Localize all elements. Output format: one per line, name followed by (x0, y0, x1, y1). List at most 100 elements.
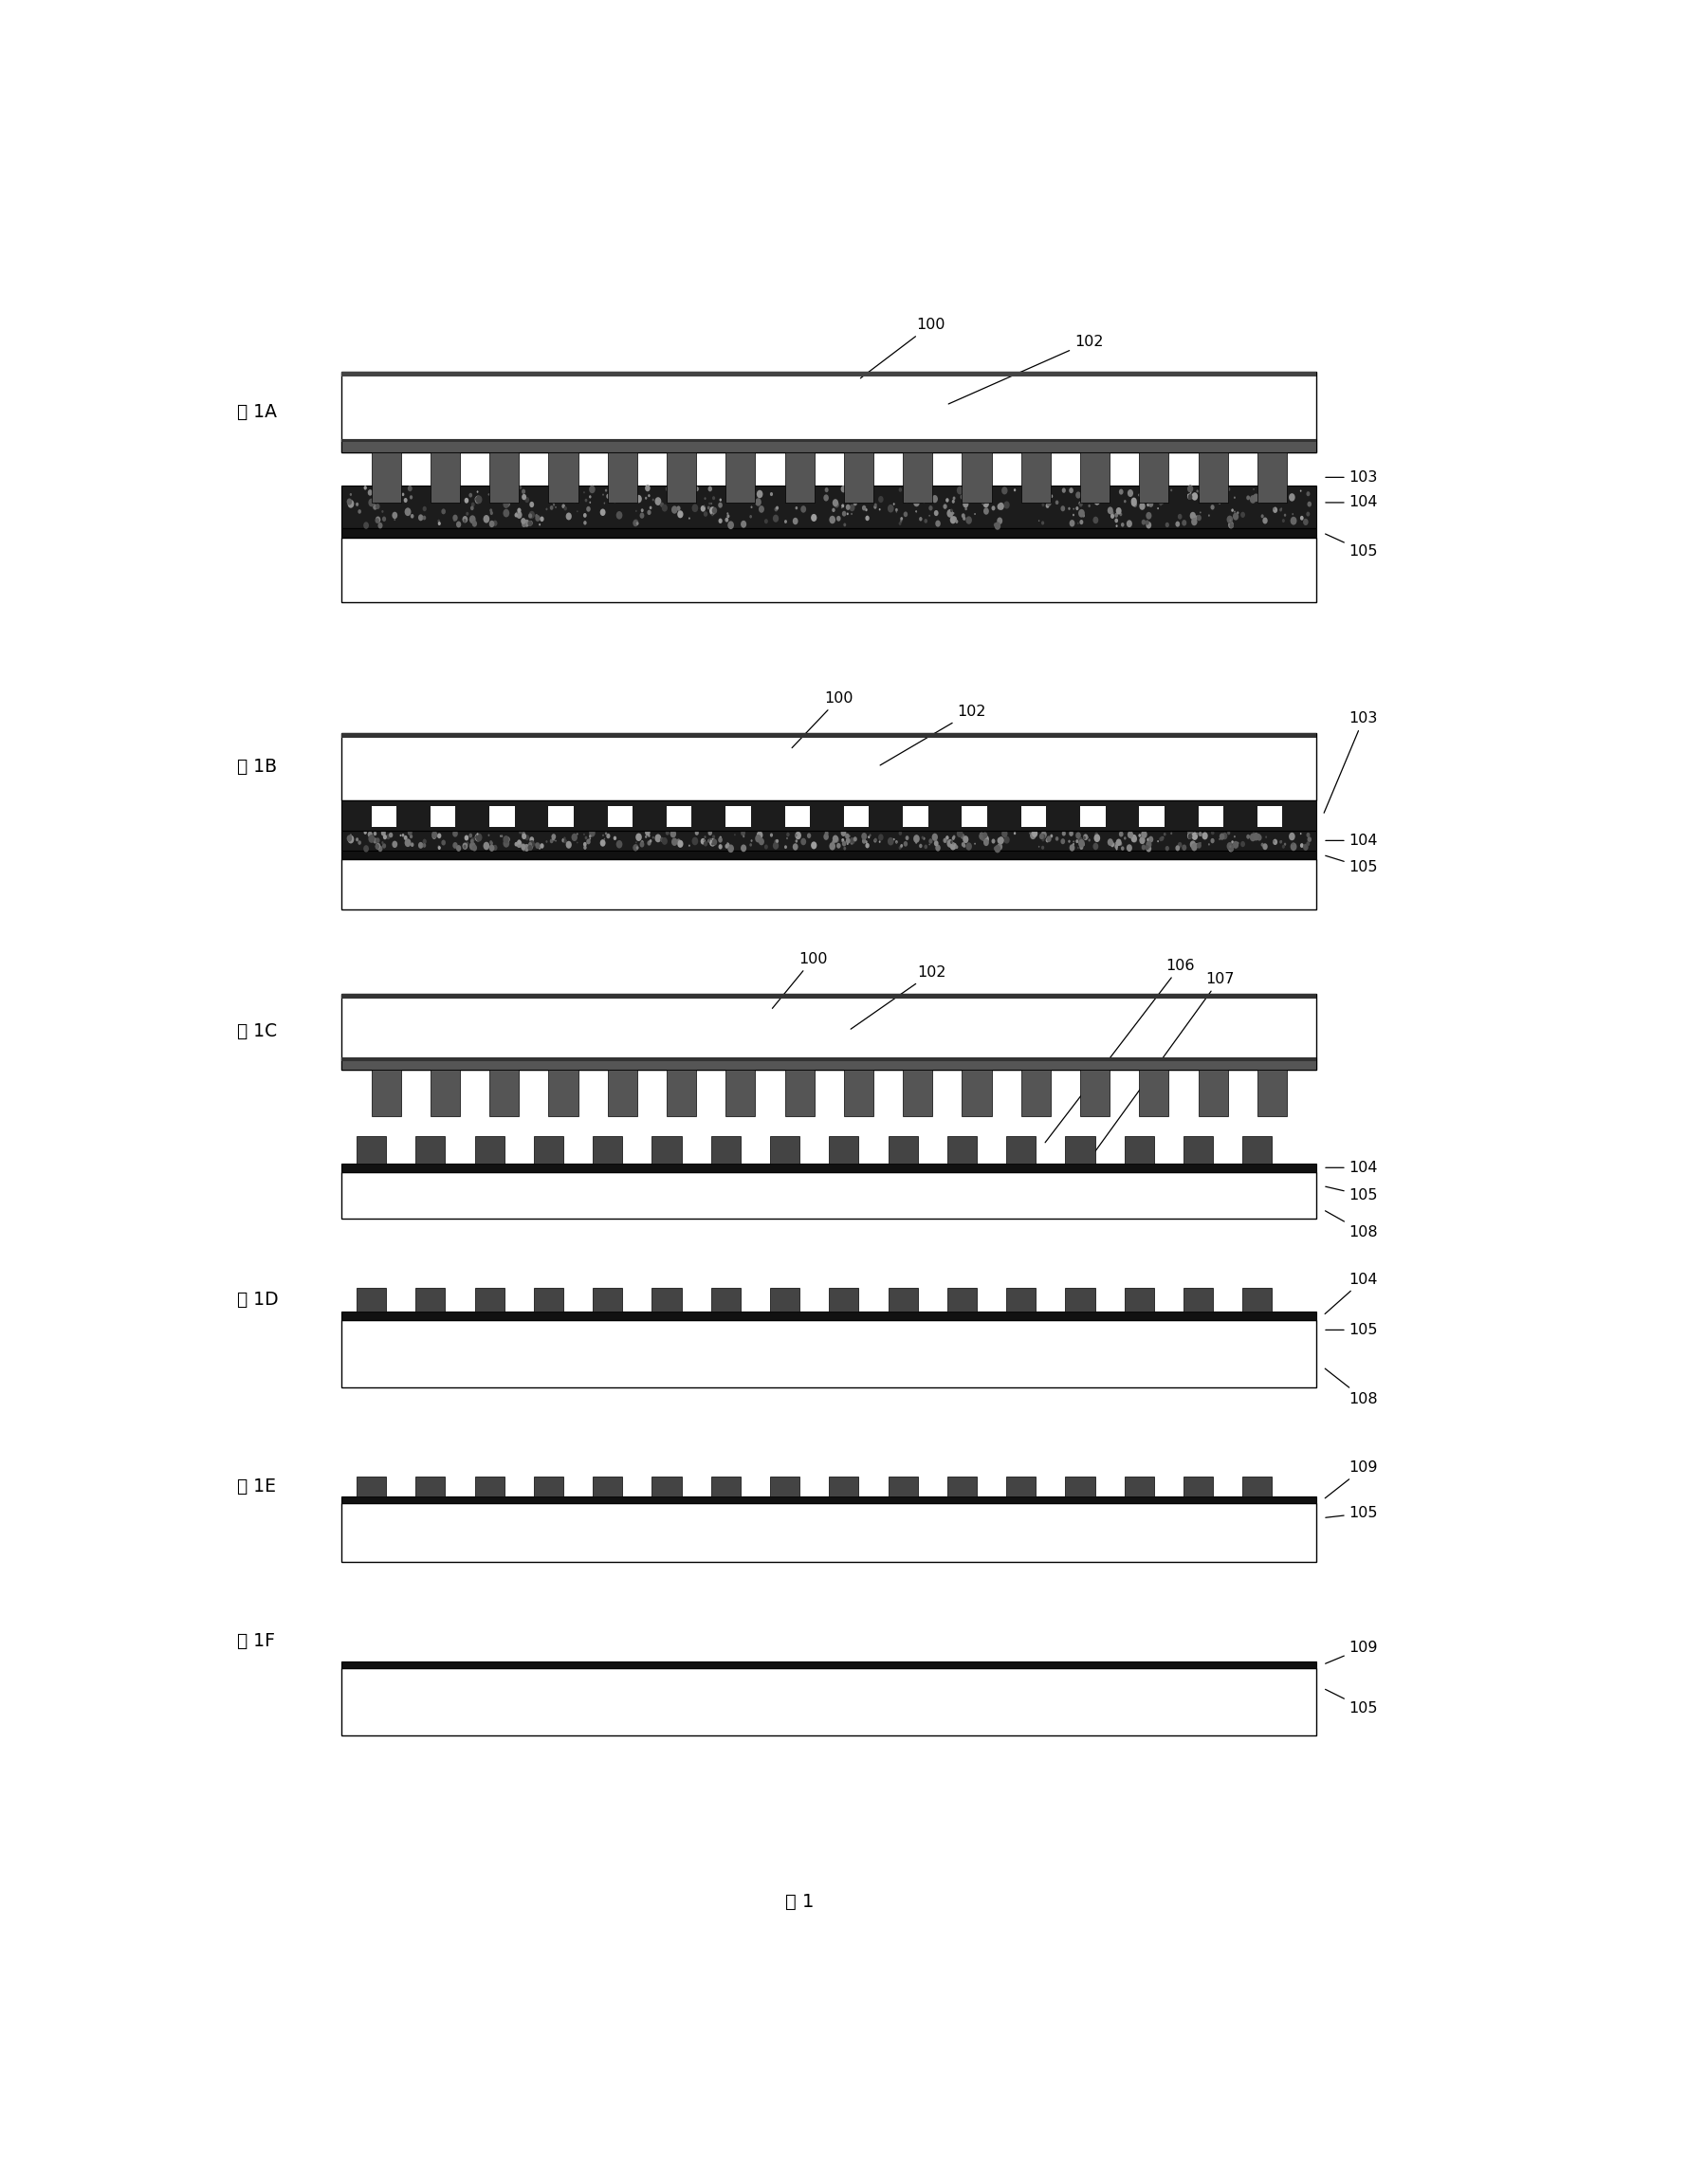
Circle shape (613, 500, 616, 502)
Text: 图 1C: 图 1C (236, 1022, 277, 1040)
Bar (770, 1476, 800, 1496)
Circle shape (709, 502, 711, 505)
Circle shape (1041, 522, 1045, 524)
Circle shape (525, 498, 530, 502)
Circle shape (1249, 496, 1256, 502)
Circle shape (1041, 845, 1045, 850)
Circle shape (540, 515, 544, 522)
Circle shape (807, 832, 810, 839)
Circle shape (900, 845, 901, 847)
Bar (343, 1057, 1317, 1061)
Circle shape (1041, 830, 1047, 839)
Circle shape (861, 494, 868, 500)
Bar (844, 1070, 873, 1116)
Circle shape (403, 498, 407, 502)
Circle shape (1198, 489, 1202, 494)
Circle shape (490, 841, 493, 845)
Circle shape (1202, 832, 1209, 839)
Circle shape (795, 832, 802, 839)
Circle shape (518, 830, 522, 834)
Circle shape (1069, 487, 1074, 494)
Circle shape (952, 843, 954, 845)
Circle shape (1133, 836, 1138, 843)
Circle shape (1084, 834, 1089, 841)
Circle shape (375, 515, 380, 522)
Circle shape (1069, 841, 1070, 843)
Circle shape (522, 845, 527, 852)
Bar (343, 371, 1317, 376)
Circle shape (530, 502, 533, 507)
Circle shape (787, 500, 788, 502)
Circle shape (348, 500, 354, 509)
Circle shape (863, 505, 866, 511)
Circle shape (1141, 845, 1146, 850)
Circle shape (1202, 491, 1209, 500)
Circle shape (692, 505, 699, 513)
Circle shape (463, 845, 466, 850)
Circle shape (1082, 843, 1085, 845)
Text: 102: 102 (879, 705, 986, 764)
Circle shape (1210, 830, 1214, 834)
Circle shape (1229, 845, 1234, 852)
Circle shape (387, 834, 390, 839)
Circle shape (535, 843, 540, 850)
Circle shape (841, 839, 844, 843)
Circle shape (1192, 518, 1197, 526)
Bar (829, 1136, 859, 1164)
Circle shape (741, 520, 746, 529)
Circle shape (452, 845, 456, 847)
Circle shape (1060, 839, 1065, 845)
Circle shape (589, 830, 596, 836)
Circle shape (898, 830, 901, 834)
Circle shape (657, 836, 658, 839)
Bar (608, 1070, 636, 1116)
Circle shape (562, 505, 565, 509)
Circle shape (419, 513, 424, 522)
Circle shape (584, 845, 587, 850)
Circle shape (834, 836, 839, 843)
Circle shape (503, 839, 510, 847)
Circle shape (437, 845, 441, 847)
Circle shape (515, 513, 518, 518)
Circle shape (650, 507, 652, 509)
Circle shape (898, 487, 901, 491)
Circle shape (898, 845, 901, 850)
Circle shape (844, 522, 846, 526)
Circle shape (1111, 513, 1114, 518)
Circle shape (998, 843, 1003, 850)
Circle shape (503, 500, 510, 509)
Circle shape (998, 518, 1003, 524)
Bar (726, 806, 751, 828)
Circle shape (879, 841, 881, 843)
Bar (844, 452, 873, 502)
Circle shape (861, 832, 868, 841)
Bar (1006, 1289, 1036, 1310)
Circle shape (852, 500, 858, 507)
Circle shape (662, 505, 667, 511)
Bar (667, 452, 695, 502)
Circle shape (952, 834, 955, 839)
Bar (371, 806, 397, 828)
Circle shape (979, 834, 982, 839)
Bar (1124, 1289, 1155, 1310)
Circle shape (994, 845, 1001, 854)
Circle shape (841, 830, 846, 836)
Bar (490, 1070, 518, 1116)
Bar (343, 371, 1317, 452)
Circle shape (1069, 830, 1074, 836)
Circle shape (517, 511, 522, 518)
Circle shape (1131, 498, 1136, 505)
Bar (1139, 1070, 1168, 1116)
Circle shape (346, 834, 353, 841)
Circle shape (1234, 836, 1236, 839)
Bar (474, 1136, 505, 1164)
Circle shape (432, 489, 437, 498)
Circle shape (456, 522, 461, 529)
Bar (343, 1669, 1317, 1736)
Bar (1258, 1070, 1286, 1116)
Bar (343, 537, 1317, 603)
Circle shape (483, 841, 490, 850)
Text: 105: 105 (1325, 1186, 1377, 1203)
Circle shape (846, 834, 849, 839)
Circle shape (741, 487, 746, 491)
